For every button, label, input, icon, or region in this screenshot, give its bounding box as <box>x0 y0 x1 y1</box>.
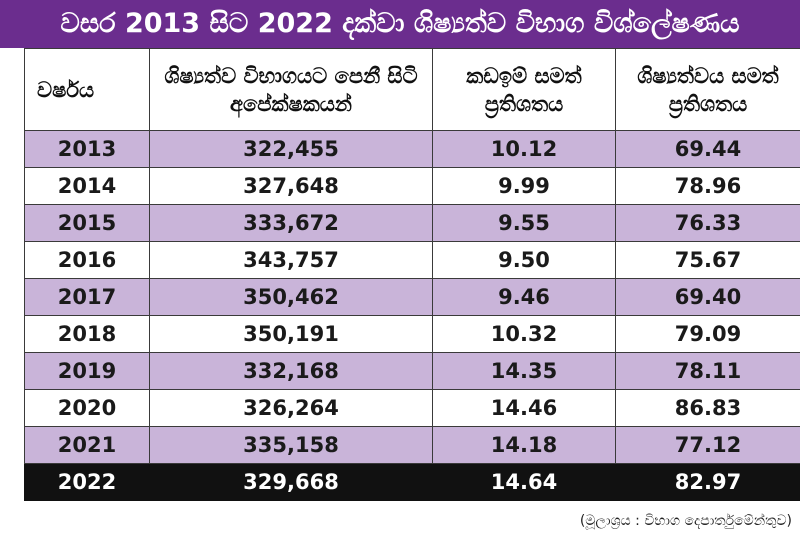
cutoff-pass-rate-cell: 14.64 <box>432 463 616 501</box>
year-cell: 2014 <box>24 167 150 205</box>
candidates-cell: 332,168 <box>149 352 433 390</box>
candidates-cell: 326,264 <box>149 389 433 427</box>
candidates-cell: 335,158 <box>149 426 433 464</box>
scholarship-pass-rate-cell: 77.12 <box>615 426 800 464</box>
table-row: 2015 333,672 9.55 76.33 <box>24 204 800 242</box>
cutoff-pass-rate-cell: 14.46 <box>432 389 616 427</box>
year-cell: 2013 <box>24 130 150 168</box>
scholarship-pass-rate-cell: 86.83 <box>615 389 800 427</box>
candidates-cell: 350,191 <box>149 315 433 353</box>
cutoff-pass-rate-cell: 10.32 <box>432 315 616 353</box>
scholarship-pass-rate-cell: 78.96 <box>615 167 800 205</box>
column-header-scholarship-pass-rate: ශිෂ්‍යත්වය සමත් ප්‍රතිශතය <box>615 48 800 131</box>
year-cell: 2018 <box>24 315 150 353</box>
table-row-highlighted: 2022 329,668 14.64 82.97 <box>24 463 800 501</box>
cutoff-pass-rate-cell: 9.99 <box>432 167 616 205</box>
candidates-cell: 329,668 <box>149 463 433 501</box>
year-cell: 2021 <box>24 426 150 464</box>
table-row: 2013 322,455 10.12 69.44 <box>24 130 800 168</box>
scholarship-pass-rate-cell: 82.97 <box>615 463 800 501</box>
column-header-year: වර්ෂය <box>24 48 150 131</box>
scholarship-pass-rate-cell: 69.40 <box>615 278 800 316</box>
table-row: 2021 335,158 14.18 77.12 <box>24 426 800 464</box>
page-title: වසර 2013 සිට 2022 දක්වා ශිෂ්‍යත්ව විභාග … <box>0 0 800 48</box>
table-row: 2016 343,757 9.50 75.67 <box>24 241 800 279</box>
table-row: 2014 327,648 9.99 78.96 <box>24 167 800 205</box>
candidates-cell: 322,455 <box>149 130 433 168</box>
year-cell: 2016 <box>24 241 150 279</box>
candidates-cell: 350,462 <box>149 278 433 316</box>
data-table: වර්ෂය ශිෂ්‍යත්ව විභාගයට පෙනී සිටි අපේක්ෂ… <box>24 48 800 501</box>
table-row: 2017 350,462 9.46 69.40 <box>24 278 800 316</box>
source-note: (මූලාශ්‍රය : විභාග දෙපාර්තුමේන්තුව) <box>579 513 792 529</box>
candidates-cell: 333,672 <box>149 204 433 242</box>
data-table-container: වර්ෂය ශිෂ්‍යත්ව විභාගයට පෙනී සිටි අපේක්ෂ… <box>24 48 800 501</box>
cutoff-pass-rate-cell: 9.50 <box>432 241 616 279</box>
candidates-cell: 343,757 <box>149 241 433 279</box>
cutoff-pass-rate-cell: 9.46 <box>432 278 616 316</box>
column-header-cutoff-pass-rate: කඩඉම් සමත් ප්‍රතිශතය <box>432 48 616 131</box>
table-row: 2020 326,264 14.46 86.83 <box>24 389 800 427</box>
cutoff-pass-rate-cell: 9.55 <box>432 204 616 242</box>
scholarship-pass-rate-cell: 79.09 <box>615 315 800 353</box>
cutoff-pass-rate-cell: 14.18 <box>432 426 616 464</box>
year-cell: 2022 <box>24 463 150 501</box>
scholarship-pass-rate-cell: 75.67 <box>615 241 800 279</box>
candidates-cell: 327,648 <box>149 167 433 205</box>
table-header-row: වර්ෂය ශිෂ්‍යත්ව විභාගයට පෙනී සිටි අපේක්ෂ… <box>24 48 800 131</box>
scholarship-pass-rate-cell: 69.44 <box>615 130 800 168</box>
year-cell: 2017 <box>24 278 150 316</box>
year-cell: 2015 <box>24 204 150 242</box>
scholarship-pass-rate-cell: 78.11 <box>615 352 800 390</box>
year-cell: 2019 <box>24 352 150 390</box>
year-cell: 2020 <box>24 389 150 427</box>
cutoff-pass-rate-cell: 10.12 <box>432 130 616 168</box>
column-header-candidates: ශිෂ්‍යත්ව විභාගයට පෙනී සිටි අපේක්ෂකයන් <box>149 48 433 131</box>
cutoff-pass-rate-cell: 14.35 <box>432 352 616 390</box>
table-row: 2018 350,191 10.32 79.09 <box>24 315 800 353</box>
table-row: 2019 332,168 14.35 78.11 <box>24 352 800 390</box>
scholarship-pass-rate-cell: 76.33 <box>615 204 800 242</box>
